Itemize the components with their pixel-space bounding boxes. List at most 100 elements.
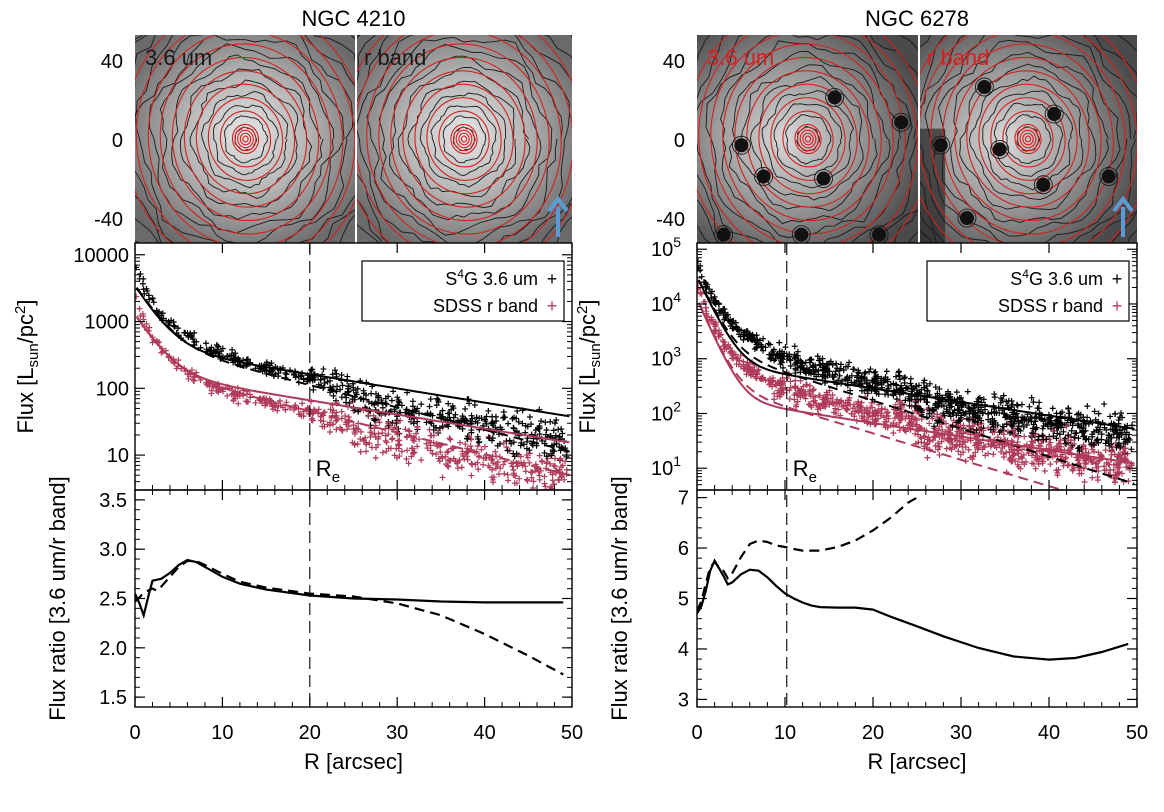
flux-point-36um [553, 416, 560, 423]
flux-point-rband [516, 475, 523, 482]
star-mask [872, 227, 887, 242]
flux-point-36um [842, 363, 849, 370]
flux-point-36um [830, 374, 837, 381]
legend-box [926, 260, 1130, 322]
flux-point-rband [447, 436, 454, 443]
ratio-ytick-label: 3.0 [99, 539, 127, 561]
flux-point-rband [879, 406, 886, 413]
image-36um [697, 35, 919, 243]
xtick-label: 20 [299, 722, 321, 744]
flux-point-36um [414, 405, 421, 412]
flux-point-36um [779, 356, 786, 363]
flux-point-36um [832, 371, 839, 378]
flux-point-rband [550, 462, 557, 469]
flux-point-36um [895, 369, 902, 376]
flux-point-rband [1053, 458, 1060, 465]
flux-point-rband [891, 415, 898, 422]
flux-point-rband [1081, 479, 1088, 486]
flux-point-36um [985, 410, 992, 417]
flux-point-rband [1008, 446, 1015, 453]
flux-point-rband [787, 378, 794, 385]
flux-point-36um [816, 361, 823, 368]
flux-point-36um [394, 394, 401, 401]
image-ytick-label: -40 [656, 209, 685, 231]
flux-point-36um [760, 347, 767, 354]
flux-point-rband [1003, 449, 1010, 456]
flux-point-rband [1101, 467, 1108, 474]
flux-point-rband [848, 410, 855, 417]
flux-point-rband [277, 402, 284, 409]
flux-point-36um [475, 439, 482, 446]
flux-point-36um [861, 387, 868, 394]
flux-point-rband [315, 406, 322, 413]
flux-point-rband [274, 407, 281, 414]
flux-point-36um [802, 368, 809, 375]
flux-point-36um [902, 374, 909, 381]
flux-point-rband [1090, 448, 1097, 455]
ratio-plot: 3.5 3.0 2.5 2.0 1.50 10 20 30 40 50 Flux ratio [3.… [45, 476, 583, 774]
flux-point-rband [1102, 447, 1109, 454]
flux-point-rband [430, 439, 437, 446]
flux-point-rband [457, 439, 464, 446]
flux-point-36um [547, 418, 554, 425]
flux-point-36um [1007, 429, 1014, 436]
flux-point-rband [511, 480, 518, 487]
model-36um-dashed [697, 279, 1135, 485]
flux-point-36um [389, 419, 396, 426]
flux-point-rband [994, 434, 1001, 441]
flux-point-rband [806, 388, 813, 395]
flux-point-rband [558, 474, 565, 481]
flux-point-rband [768, 383, 775, 390]
flux-point-36um [368, 400, 375, 407]
flux-point-rband [524, 454, 531, 461]
flux-point-36um [840, 367, 847, 374]
flux-point-36um [1109, 426, 1116, 433]
flux-point-36um [427, 411, 434, 418]
ratio-ytick-label: 3 [678, 689, 689, 711]
legend-label: S4G 3.6 um [1010, 267, 1103, 289]
flux-point-36um [1033, 413, 1040, 420]
flux-ytick-label: 104 [651, 289, 681, 316]
flux-point-36um [957, 414, 964, 421]
flux-ytick-label: 10 [107, 445, 129, 467]
flux-point-rband [416, 436, 423, 443]
flux-point-36um [898, 382, 905, 389]
flux-point-36um [445, 410, 452, 417]
flux-point-36um [861, 375, 868, 382]
flux-point-rband [469, 461, 476, 468]
flux-point-36um [851, 366, 858, 373]
flux-point-36um [1053, 435, 1060, 442]
flux-point-36um [846, 359, 853, 366]
flux-point-rband [536, 476, 543, 483]
flux-point-36um [1118, 429, 1125, 436]
flux-point-rband [1080, 445, 1087, 452]
xtick-label: 10 [774, 722, 796, 744]
flux-point-36um [430, 422, 437, 429]
re-label: Re [316, 456, 340, 486]
legend-label: SDSS r band [998, 296, 1103, 316]
flux-point-rband [324, 421, 331, 428]
flux-point-rband [791, 383, 798, 390]
flux-point-rband [443, 461, 450, 468]
flux-point-rband [727, 350, 734, 357]
flux-point-rband [929, 437, 936, 444]
flux-point-rband [1021, 433, 1028, 440]
flux-point-36um [799, 362, 806, 369]
flux-point-rband [405, 427, 412, 434]
flux-point-rband [1085, 450, 1092, 457]
flux-point-rband [505, 477, 512, 484]
flux-point-36um [1049, 405, 1056, 412]
flux-point-36um [765, 340, 772, 347]
flux-point-rband [1039, 437, 1046, 444]
flux-point-rband [547, 484, 554, 490]
panel-title: NGC 4210 [302, 6, 406, 31]
flux-point-36um [459, 425, 466, 432]
flux-point-rband [1089, 474, 1096, 481]
flux-point-36um [929, 406, 936, 413]
flux-point-36um [543, 426, 550, 433]
flux-point-36um [1094, 436, 1101, 443]
flux-point-36um [842, 376, 849, 383]
flux-point-36um [1068, 427, 1075, 434]
flux-point-36um [543, 453, 550, 460]
flux-legend: S4G 3.6 um + SDSS r band + [361, 260, 565, 322]
